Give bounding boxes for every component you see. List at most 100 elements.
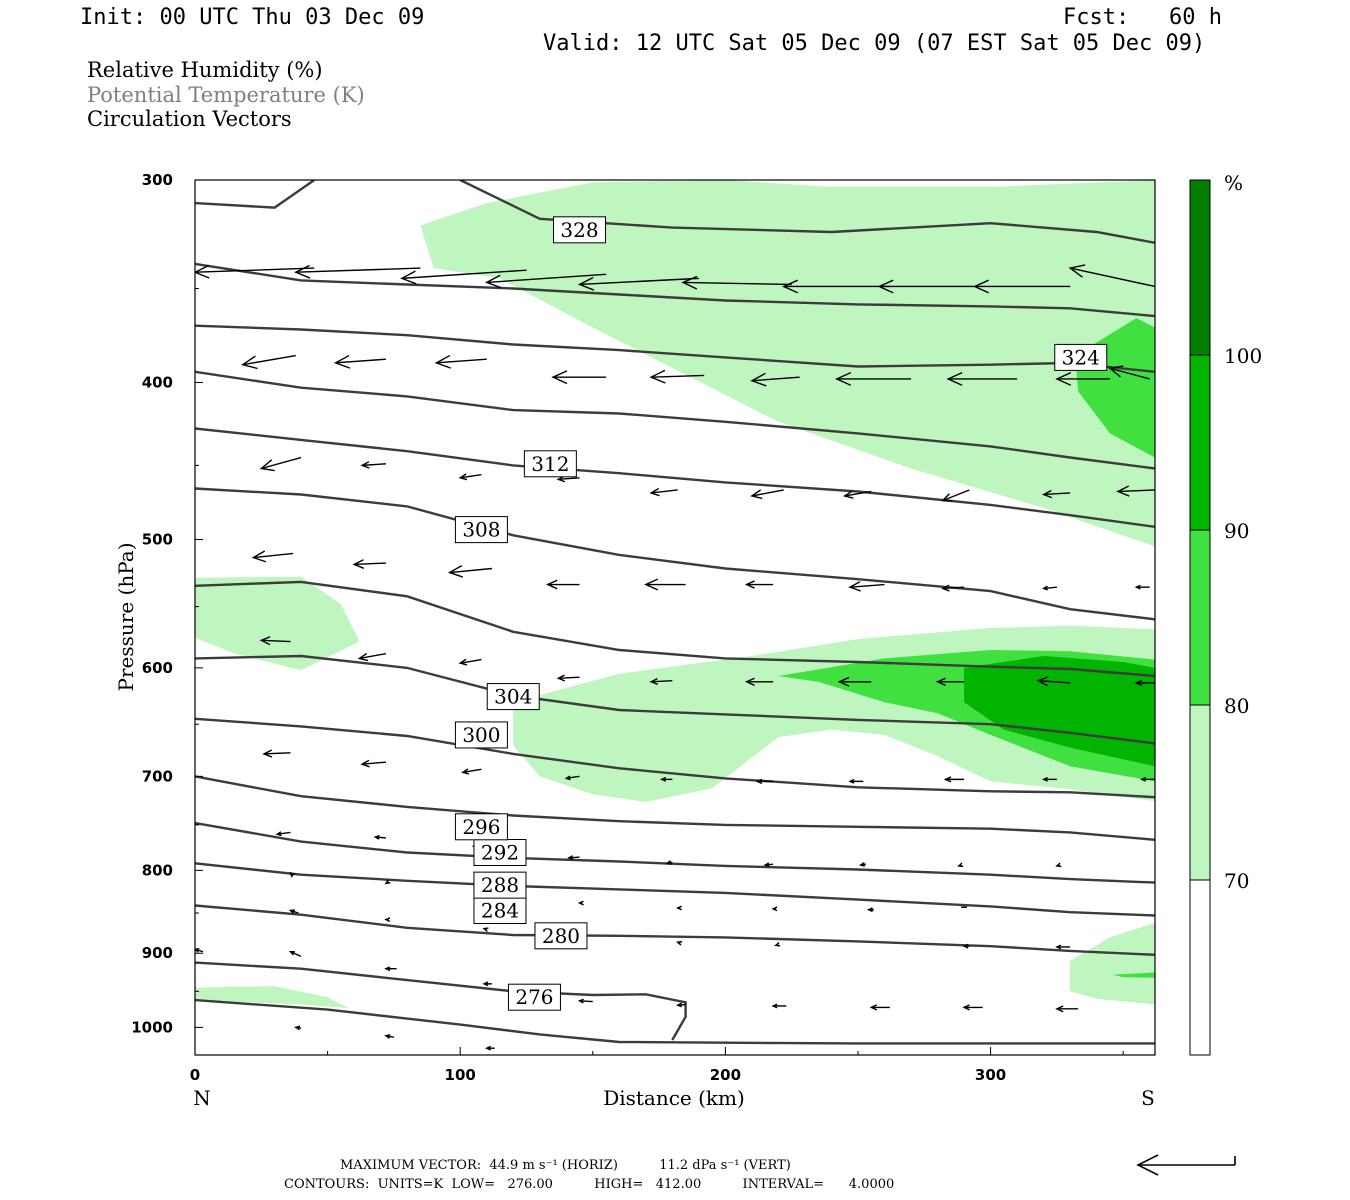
circulation-vector xyxy=(384,966,397,972)
circulation-vector xyxy=(649,677,673,685)
circulation-vector xyxy=(869,1004,890,1011)
colorbar-level-label: 70 xyxy=(1224,869,1249,893)
circulation-vector xyxy=(288,909,299,914)
circulation-vector xyxy=(744,580,774,589)
circulation-vector xyxy=(461,768,482,775)
isentrope-300 xyxy=(195,717,1155,799)
circulation-vector xyxy=(1055,1005,1079,1013)
circulation-vector xyxy=(564,775,580,781)
circulation-vector xyxy=(577,998,593,1004)
colorbar-level-label: 100 xyxy=(1224,344,1262,368)
circulation-vector xyxy=(360,759,386,768)
circulation-vector xyxy=(400,269,527,285)
circulation-vector xyxy=(1041,776,1057,782)
circulation-vector xyxy=(964,1057,983,1062)
isentrope-304 xyxy=(195,654,1155,745)
circulation-vector xyxy=(294,1025,302,1031)
reference-vector-icon xyxy=(1136,1154,1236,1176)
circulation-vector xyxy=(458,473,482,481)
circulation-vector xyxy=(1055,372,1110,386)
circulation-vector xyxy=(251,550,294,563)
isentrope-308 xyxy=(195,580,1155,678)
circulation-vector xyxy=(665,860,673,866)
circulation-vector xyxy=(485,273,607,289)
circulation-vector xyxy=(763,862,774,868)
circulation-vector xyxy=(259,456,302,472)
circulation-vector xyxy=(957,862,964,868)
circulation-vector xyxy=(848,581,885,592)
circulation-vector xyxy=(241,354,296,370)
circulation-vector xyxy=(649,487,678,497)
circulation-vector xyxy=(195,948,204,953)
circulation-vector xyxy=(858,862,867,867)
circulation-vector xyxy=(837,676,872,687)
svg-text:276: 276 xyxy=(515,985,553,1009)
y-axis-label: Pressure (hPa) xyxy=(114,543,138,692)
circulation-vector xyxy=(962,1004,983,1011)
circulation-vector xyxy=(195,264,315,279)
valid-time: Valid: 12 UTC Sat 05 Dec 09 (07 EST Sat … xyxy=(543,31,1206,56)
circulation-vector xyxy=(384,1034,395,1039)
circulation-vector xyxy=(1065,1057,1084,1062)
svg-text:304: 304 xyxy=(494,685,532,709)
isentrope-332 xyxy=(459,180,1155,244)
circulation-vector xyxy=(941,584,965,592)
circulation-vector xyxy=(877,279,978,294)
circulation-vector xyxy=(750,372,800,387)
isentrope-276 xyxy=(195,998,1155,1045)
colorbar-swatch xyxy=(1189,879,1211,1056)
circulation-vector xyxy=(373,834,386,840)
circulation-vector xyxy=(778,1058,791,1062)
isentrope-328 xyxy=(195,262,1155,318)
isentrope-label-328: 328 xyxy=(553,216,607,244)
circulation-vector xyxy=(458,658,482,666)
y-tick-label: 1000 xyxy=(131,1018,173,1036)
svg-text:288: 288 xyxy=(481,873,519,897)
circulation-vector xyxy=(275,831,291,837)
init-time: Init: 00 UTC Thu 03 Dec 09 xyxy=(80,5,425,30)
circulation-vector xyxy=(946,372,1018,386)
circulation-vector xyxy=(675,905,682,911)
legend-relative-humidity: Relative Humidity (%) xyxy=(87,58,323,82)
isentrope-label-300: 300 xyxy=(454,721,508,749)
isentrope-label-276: 276 xyxy=(507,983,561,1011)
legend-potential-temperature: Potential Temperature (K) xyxy=(87,83,365,107)
circulation-vector xyxy=(485,1045,495,1051)
isentrope-layer xyxy=(195,180,1155,1045)
circulation-vector xyxy=(447,564,493,578)
circulation-vector xyxy=(482,927,489,932)
circulation-vector xyxy=(580,1058,591,1062)
rh-region-70-80 xyxy=(1070,922,1155,1005)
y-tick-label: 700 xyxy=(142,767,173,785)
rh-region-70-80 xyxy=(420,180,1155,547)
circulation-vector xyxy=(941,489,970,502)
circulation-vector xyxy=(1134,584,1150,590)
colorbar-swatch xyxy=(1189,179,1211,356)
circulation-vector xyxy=(866,907,874,913)
colorbar-swatch xyxy=(1189,529,1211,706)
x-tick-label: 200 xyxy=(710,1066,741,1084)
svg-text:324: 324 xyxy=(1062,345,1100,369)
circulation-vector xyxy=(750,489,784,500)
circulation-vector xyxy=(352,559,386,569)
vector-layer xyxy=(195,264,1155,1062)
svg-text:328: 328 xyxy=(560,218,598,242)
circulation-vector xyxy=(434,354,487,369)
y-tick-label: 800 xyxy=(142,861,173,879)
circulation-vector xyxy=(1055,944,1071,950)
circulation-vector xyxy=(1055,862,1062,868)
circulation-vector xyxy=(962,943,970,949)
svg-text:300: 300 xyxy=(462,723,500,747)
circulation-vector xyxy=(288,950,302,958)
svg-text:296: 296 xyxy=(462,815,500,839)
circulation-vector xyxy=(848,778,864,784)
circulation-vector xyxy=(771,1003,787,1009)
circulation-vector xyxy=(782,279,890,294)
circulation-vector xyxy=(1116,485,1155,497)
y-tick-label: 400 xyxy=(142,373,173,391)
circulation-vector xyxy=(546,579,580,590)
circulation-vector xyxy=(943,776,965,783)
colorbar: 70 80 90 100 xyxy=(1189,179,1262,1056)
max-vector-note: MAXIMUM VECTOR: 44.9 m s⁻¹ (HORIZ) 11.2 … xyxy=(340,1158,791,1173)
